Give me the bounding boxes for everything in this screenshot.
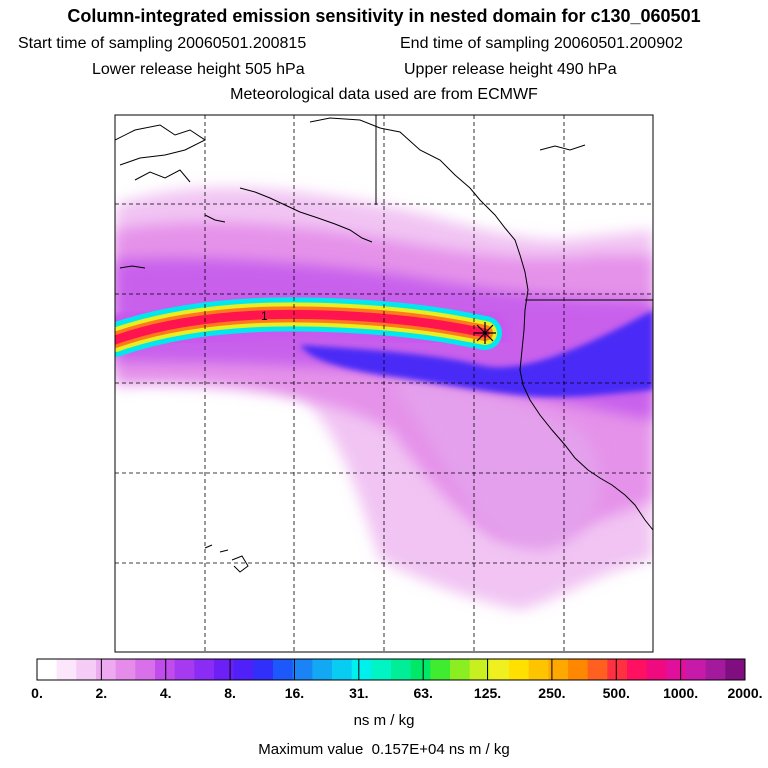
coastline-north-america [309, 117, 653, 531]
colorbar-swatch [351, 659, 372, 680]
end-time-value: 20060501.200902 [553, 35, 683, 52]
colorbar-tick-label: 31. [349, 685, 369, 701]
coastline-aleutian-west [204, 214, 226, 223]
coastline-bering [134, 169, 191, 183]
colorbar-swatch [450, 659, 471, 680]
colorbar-swatch [214, 659, 235, 680]
plot-title: Column-integrated emission sensitivity i… [67, 6, 701, 26]
trajectory-label: 1 [261, 309, 268, 323]
coastlines [115, 117, 653, 573]
lower-height-line: Lower release height 505 hPa [92, 61, 305, 79]
colorbar-swatch [469, 659, 490, 680]
colorbar-swatch [548, 659, 569, 680]
coastline-aleutian-tip [119, 265, 146, 269]
colorbar-tick-label: 63. [413, 685, 433, 701]
upper-height-value: 490 hPa [557, 61, 617, 78]
colorbar-swatch [312, 659, 333, 680]
colorbar-tick-label: 1000. [663, 685, 699, 701]
colorbar-swatch [371, 659, 392, 680]
start-time-line: Start time of sampling 20060501.200815 [18, 35, 306, 53]
colorbar-swatch [76, 659, 97, 680]
colorbar-tick-label: 4. [159, 685, 172, 701]
colorbar-swatch [332, 659, 353, 680]
colorbar-tick-label: 125. [473, 685, 502, 701]
colorbar-swatch [194, 659, 215, 680]
colorbar-swatch [37, 659, 58, 680]
colorbar-swatch [96, 659, 117, 680]
colorbar-swatch [666, 659, 687, 680]
colorbar-swatch [253, 659, 274, 680]
end-time-label: End time of sampling [400, 35, 550, 52]
colorbar-tick-label: 250. [538, 685, 566, 701]
colorbar-swatch [607, 659, 628, 680]
colorbar-tick-label: 0. [31, 685, 43, 701]
maximum-value-line: Maximum value 0.157E+04 ns m / kg [0, 741, 768, 758]
colorbar-tick-label: 16. [284, 685, 305, 701]
start-time-label: Start time of sampling [18, 35, 173, 52]
colorbar-swatch [391, 659, 412, 680]
map-frame [114, 114, 654, 653]
field-south-lobe [390, 380, 601, 550]
colorbar-swatch [528, 659, 549, 680]
colorbar-tick-label: 2. [95, 685, 108, 701]
colorbar-swatch [410, 659, 431, 680]
colorbar-swatch [135, 659, 156, 680]
maximum-value-label: Maximum value [258, 741, 364, 758]
colorbar-swatch [233, 659, 254, 680]
field-blue-core [300, 310, 653, 398]
maximum-value: 0.157E+04 ns m / kg [371, 741, 510, 758]
colorbar-swatch [646, 659, 667, 680]
graticule [115, 115, 653, 652]
hawaiian-islands [204, 544, 249, 573]
colorbar-swatch [292, 659, 313, 680]
colorbar-swatch [430, 659, 451, 680]
coastline-siberia [115, 124, 206, 166]
colorbar-swatch [273, 659, 294, 680]
coastline-alaska-peninsula [239, 187, 373, 243]
lower-height-label: Lower release height [92, 61, 241, 78]
colorbar-swatch [174, 659, 195, 680]
colorbar-tick-label: 500. [602, 685, 630, 701]
colorbar-tick-label: 2000. [727, 685, 763, 701]
coastline-arctic-islands [539, 144, 586, 151]
colorbar-swatch [489, 659, 510, 680]
release-location-marker [474, 322, 496, 344]
borders [375, 115, 653, 301]
colorbar-swatch [115, 659, 136, 680]
colorbar-swatch [686, 659, 707, 680]
colorbar-frame [36, 658, 746, 681]
end-time-line: End time of sampling 20060501.200902 [400, 35, 683, 53]
colorbar-swatch [587, 659, 608, 680]
colorbar-swatch [627, 659, 648, 680]
colorbar-swatch [725, 659, 746, 680]
met-data-line: Meteorological data used are from ECMWF [230, 86, 538, 103]
colorbar [36, 658, 746, 681]
colorbar-swatch [705, 659, 726, 680]
colorbar-tick-label: 8. [224, 685, 236, 701]
plume-core [115, 309, 490, 345]
upper-height-line: Upper release height 490 hPa [404, 61, 617, 79]
colorbar-swatch [509, 659, 530, 680]
lower-height-value: 505 hPa [245, 61, 305, 78]
upper-height-label: Upper release height [404, 61, 553, 78]
colorbar-swatch [56, 659, 77, 680]
colorbar-units: ns m / kg [353, 712, 415, 729]
colorbar-swatch [155, 659, 176, 680]
colorbar-swatch [568, 659, 589, 680]
start-time-value: 20060501.200815 [177, 35, 307, 52]
